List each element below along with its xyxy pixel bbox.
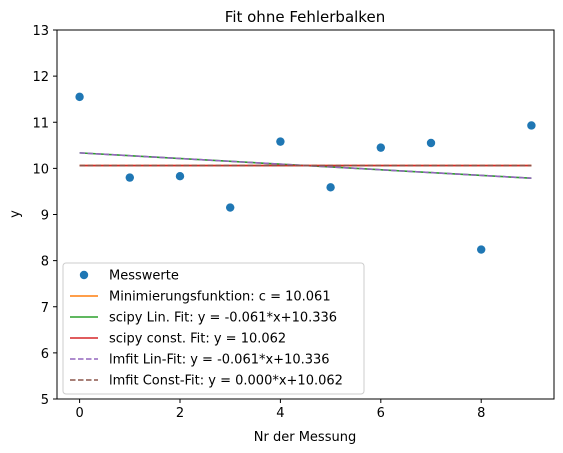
plot-area — [75, 92, 536, 254]
data-point — [75, 92, 84, 102]
legend: Messwerte Minimierungsfunktion: c = 10.06… — [62, 262, 365, 395]
y-tick-label: 8 — [41, 255, 49, 270]
y-tick-label: 13 — [32, 24, 49, 39]
data-point — [527, 121, 536, 130]
x-tick-label: 2 — [176, 406, 184, 421]
data-point — [326, 183, 335, 192]
x-tick-label: 6 — [377, 406, 385, 421]
y-tick-label: 7 — [41, 301, 49, 316]
x-tick-label: 8 — [477, 406, 485, 421]
y-tick-label: 5 — [41, 393, 49, 408]
data-point — [376, 143, 386, 152]
legend-label: scipy Lin. Fit: y = -0.061*x+10.336 — [109, 311, 337, 326]
legend-label: lmfit Const-Fit: y = 0.000*x+10.062 — [109, 374, 343, 389]
chart-title: Fit ohne Fehlerbalken — [225, 8, 385, 26]
x-axis-label: Nr der Messung — [254, 430, 356, 445]
x-tick-label: 4 — [276, 406, 284, 421]
legend-label: Messwerte — [109, 269, 179, 284]
data-point — [426, 138, 436, 148]
data-point — [125, 173, 134, 182]
y-tick-label: 9 — [41, 209, 49, 224]
legend-label: scipy const. Fit: y = 10.062 — [109, 332, 286, 347]
y-tick-label: 10 — [32, 162, 49, 177]
y-tick-label: 6 — [41, 347, 49, 362]
legend-label: Minimierungsfunktion: c = 10.061 — [109, 290, 331, 305]
data-point — [225, 203, 235, 212]
legend-box — [62, 262, 365, 395]
data-point — [477, 245, 486, 254]
data-point — [175, 172, 185, 181]
x-axis: 0 2 4 6 8 — [75, 399, 485, 421]
legend-marker — [79, 270, 89, 280]
data-point — [276, 137, 285, 146]
x-tick-label: 0 — [75, 406, 83, 421]
y-axis-label: y — [8, 210, 23, 218]
y-tick-label: 11 — [32, 116, 49, 131]
legend-label: lmfit Lin-Fit: y = -0.061*x+10.336 — [109, 353, 330, 368]
y-tick-label: 12 — [32, 70, 49, 85]
y-axis: 5 6 7 8 9 10 11 12 13 — [32, 24, 57, 408]
